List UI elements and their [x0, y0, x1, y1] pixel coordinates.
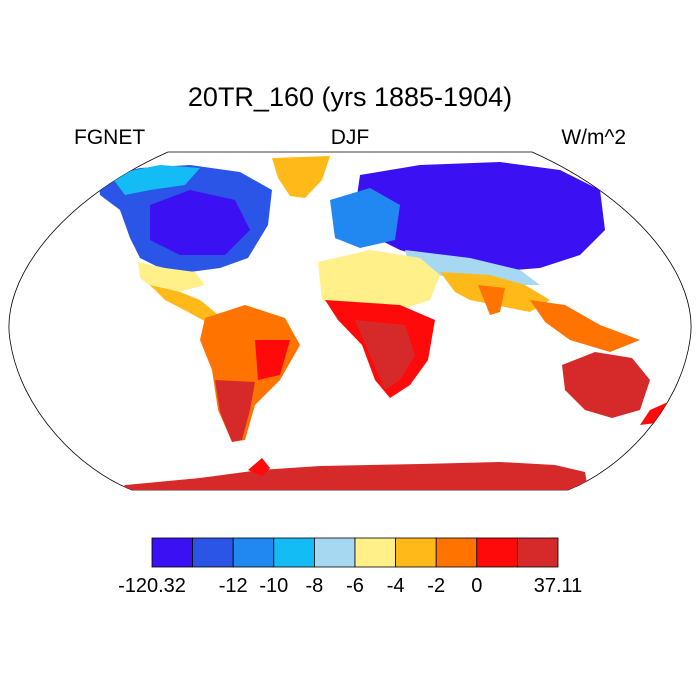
colorbar-tick-label: -2 [427, 575, 445, 597]
eurasia-west [330, 188, 400, 248]
colorbar-swatch [273, 537, 315, 568]
colorbar-swatch [151, 537, 193, 568]
eurasia-region [355, 162, 605, 272]
land-fields [98, 156, 668, 490]
colorbar-swatch [192, 537, 234, 568]
north-america-south [138, 262, 205, 292]
colorbar-tick-label: -6 [346, 575, 364, 597]
north-america-north [110, 165, 200, 195]
southeast-asia-region [530, 300, 640, 352]
colorbar-swatch [395, 537, 437, 568]
north-africa-region [318, 250, 440, 312]
colorbar-swatch [517, 537, 559, 568]
colorbar-swatch [232, 537, 275, 568]
eurasia-south [405, 250, 540, 285]
colorbar-tick-label: -10 [259, 575, 288, 597]
south-america-south [215, 380, 255, 442]
antarctic-peninsula [248, 458, 270, 476]
south-america-east [255, 340, 290, 380]
colorbar-swatch [354, 537, 396, 568]
colorbar-tick-label: -8 [306, 575, 324, 597]
antarctica-region [110, 462, 590, 490]
colorbar-swatch [435, 537, 478, 568]
central-america-region [150, 285, 222, 324]
colorbar-swatch [476, 537, 518, 568]
colorbar-tick-label: -4 [387, 575, 405, 597]
colorbar-tick-label: 0 [471, 575, 482, 597]
colorbar-tick-label: -120.32 [118, 575, 186, 597]
india-region [478, 285, 505, 315]
season-label: DJF [330, 126, 370, 149]
colorbar: -120.32 -12 -10 -8 -6 -4 -2 0 37.11 [118, 537, 583, 597]
map-title: 20TR_160 (yrs 1885-1904) [187, 82, 513, 112]
colorbar-swatch [313, 537, 356, 568]
greenland-region [272, 156, 330, 198]
variable-label: FGNET [74, 126, 146, 149]
units-label: W/m^2 [561, 126, 626, 149]
australia-region [562, 352, 650, 418]
north-america-core [150, 190, 250, 255]
africa-center [355, 320, 415, 390]
colorbar-tick-label: 37.11 [534, 575, 583, 597]
colorbar-tick-label: -12 [219, 575, 248, 597]
